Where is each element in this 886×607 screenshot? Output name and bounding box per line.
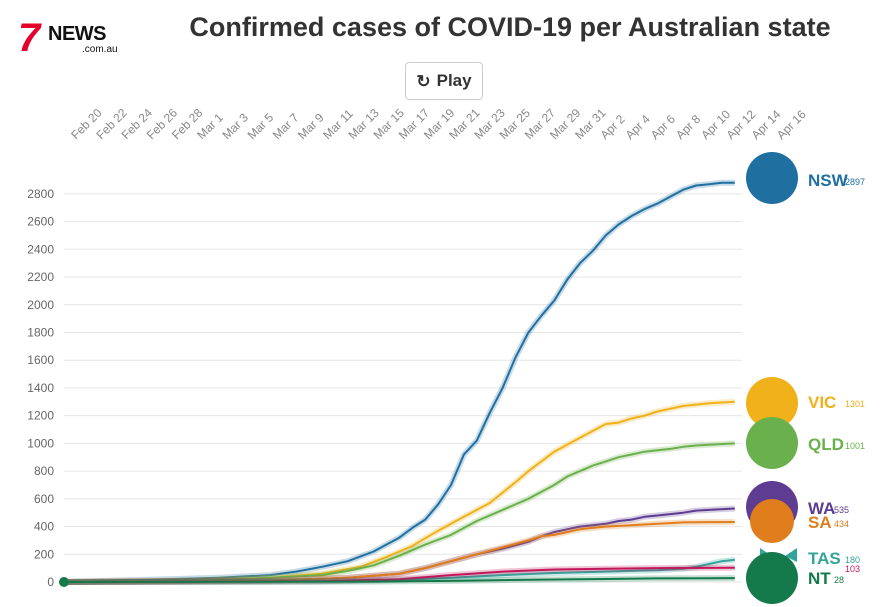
label-wa: WA — [808, 499, 835, 518]
y-tick-label: 800 — [34, 464, 54, 478]
value-vic: 1301 — [845, 399, 865, 409]
y-tick-label: 2800 — [27, 187, 54, 201]
x-tick-label: Apr 4 — [623, 112, 653, 142]
bubble-nt — [746, 552, 798, 604]
label-tas: TAS — [808, 549, 841, 568]
label-sa: SA — [808, 513, 832, 532]
logo-seven: 7 — [18, 16, 40, 60]
y-tick-label: 1200 — [27, 409, 54, 423]
bubble-tas-right — [785, 548, 797, 562]
x-tick-label: Mar 9 — [295, 110, 327, 142]
bubble-qld — [746, 417, 798, 469]
logo-news: NEWS — [48, 23, 107, 45]
x-tick-label: Apr 6 — [648, 112, 678, 142]
value-tas: 180 — [845, 555, 860, 565]
series-line-vic — [63, 400, 735, 583]
value-nt: 28 — [834, 575, 844, 585]
value-qld: 1001 — [845, 441, 865, 451]
series-line-act — [63, 566, 735, 583]
value-wa: 535 — [834, 505, 849, 515]
series-line-nsw — [63, 181, 735, 583]
x-tick-label: Apr 8 — [673, 112, 703, 142]
y-tick-label: 600 — [34, 492, 54, 506]
y-tick-label: 1800 — [27, 325, 54, 339]
bubble-sa — [750, 499, 794, 543]
x-tick-label: Apr 16 — [774, 107, 809, 142]
y-tick-label: 400 — [34, 520, 54, 534]
x-tick-label: Mar 3 — [219, 110, 251, 142]
y-tick-label: 2400 — [27, 242, 54, 256]
grid-lines — [64, 193, 742, 583]
value-nsw: 2897 — [845, 177, 865, 187]
y-tick-label: 2200 — [27, 270, 54, 284]
chart-title: Confirmed cases of COVID-19 per Australi… — [189, 12, 831, 42]
label-nsw: NSW — [808, 171, 849, 190]
y-tick-label: 1600 — [27, 353, 54, 367]
label-vic: VIC — [808, 393, 836, 412]
label-qld: QLD — [808, 435, 844, 454]
value-act: 103 — [845, 564, 860, 574]
y-tick-label: 1000 — [27, 436, 54, 450]
x-tick-label: Mar 7 — [270, 110, 302, 142]
logo-domain: .com.au — [82, 44, 118, 55]
y-tick-label: 0 — [47, 575, 54, 589]
series-line-sa — [63, 521, 735, 583]
y-tick-label: 200 — [34, 547, 54, 561]
series-band-qld — [63, 440, 735, 585]
bubble-nsw — [746, 152, 798, 204]
y-tick-label: 2600 — [27, 215, 54, 229]
series-line-nt — [63, 577, 735, 583]
play-button-label: Play — [436, 71, 472, 90]
play-button[interactable]: ↻ Play — [405, 62, 483, 100]
x-tick-label: Mar 5 — [245, 110, 277, 142]
value-sa: 434 — [834, 519, 849, 529]
label-nt: NT — [808, 569, 831, 588]
bubble-vic — [746, 377, 798, 429]
brand-logo: 7 NEWS .com.au — [18, 18, 128, 60]
series-lines — [63, 179, 736, 585]
y-tick-label: 2000 — [27, 298, 54, 312]
series-line-qld — [63, 442, 735, 583]
y-axis: 0 200 400 600 800 1000 1200 1400 1600 1800 2000 220… — [27, 187, 54, 589]
origin-marker — [59, 577, 69, 587]
replay-icon: ↻ — [416, 71, 431, 91]
y-tick-label: 1400 — [27, 381, 54, 395]
